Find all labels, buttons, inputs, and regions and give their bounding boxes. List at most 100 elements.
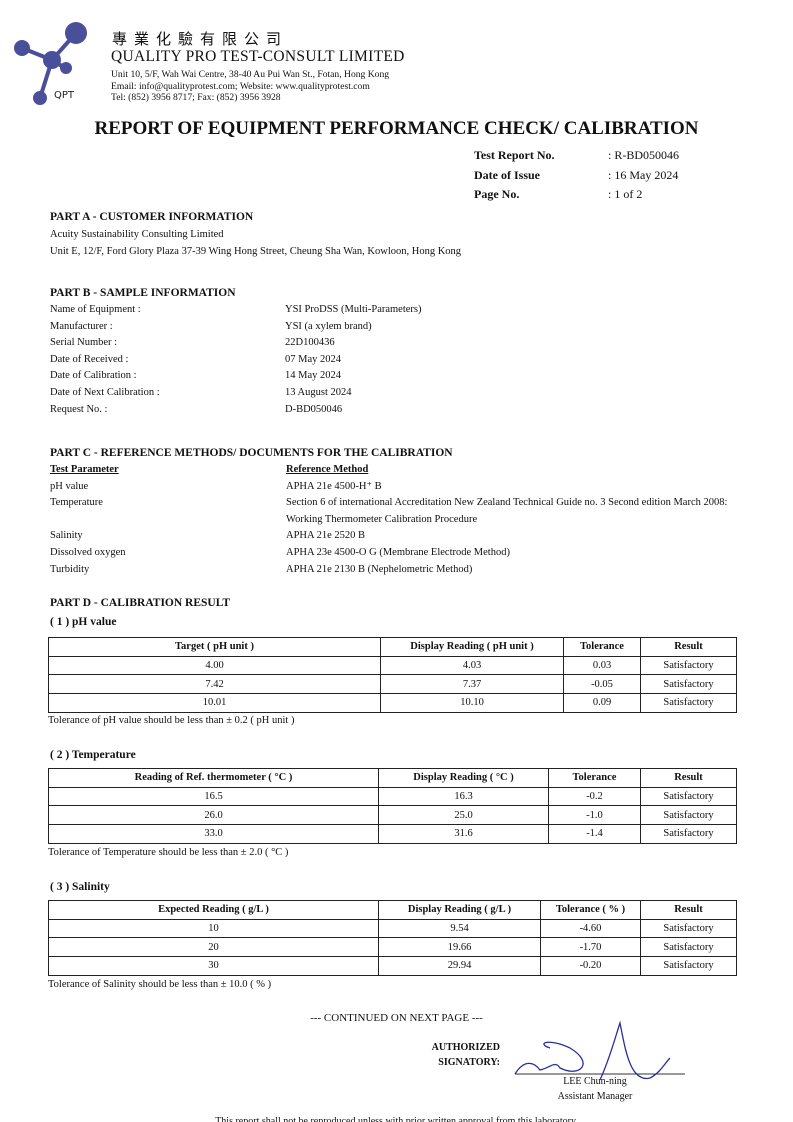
column-header: Expected Reading ( g/L ): [48, 900, 379, 920]
signer-title: Assistant Manager: [557, 1091, 633, 1102]
method-row: Salinity APHA 21e 2520 B: [50, 528, 736, 545]
company-logo: QPT: [14, 22, 87, 105]
table-cell: Satisfactory: [640, 824, 737, 844]
report-number: : R-BD050046: [608, 148, 680, 162]
info-value: 14 May 2024: [285, 370, 341, 382]
table-cell: 30: [48, 956, 379, 976]
disclaimer: This report shall not be reproduced unle…: [215, 1116, 578, 1122]
table-cell: 0.09: [563, 693, 641, 713]
signer-name: LEE Chun-ning: [563, 1076, 627, 1087]
company-contact: Unit 10, 5/F, Wah Wai Centre, 38-40 Au P…: [111, 69, 389, 104]
authorized-signatory-label: AUTHORIZED SIGNATORY:: [420, 1040, 500, 1070]
info-row: Date of Calibration : 14 May 2024: [50, 368, 422, 385]
test-parameter: Salinity: [50, 530, 83, 542]
section-heading: PART D - CALIBRATION RESULT: [50, 597, 231, 609]
reference-method: Section 6 of international Accreditation…: [286, 497, 728, 525]
table-cell: -1.4: [548, 824, 641, 844]
ph-table: Target ( pH unit ) Display Reading ( pH u…: [48, 637, 737, 713]
info-label: Date of Received :: [50, 353, 129, 365]
meta-label: Page No.: [474, 187, 520, 201]
info-label: Request No. :: [50, 403, 108, 415]
column-header: Reading of Ref. thermometer ( °C ): [48, 768, 379, 788]
info-row: Date of Next Calibration : 13 August 2024: [50, 385, 422, 402]
column-header: Reference Method: [286, 464, 369, 475]
company-name: QUALITY PRO TEST-CONSULT LIMITED: [111, 48, 405, 65]
info-label: Date of Next Calibration :: [50, 386, 160, 398]
info-label: Serial Number :: [50, 337, 118, 349]
table-cell: 10.01: [48, 693, 381, 713]
table-cell: 29.94: [378, 956, 541, 976]
section-heading: PART C - REFERENCE METHODS/ DOCUMENTS FO…: [50, 447, 453, 459]
info-value: D-BD050046: [285, 403, 343, 415]
reference-method: APHA 23e 4500-O G (Membrane Electrode Me…: [286, 546, 510, 558]
part-c: PART C - REFERENCE METHODS/ DOCUMENTS FO…: [50, 445, 736, 578]
info-row: Manufacturer : YSI (a xylem brand): [50, 319, 422, 336]
header-row: Reading of Ref. thermometer ( °C ) Displa…: [48, 768, 737, 788]
table-cell: -1.70: [540, 937, 641, 958]
method-row: Turbidity APHA 21e 2130 B (Nephelometric …: [50, 562, 736, 579]
table-cell: -0.20: [540, 956, 641, 976]
method-row: Dissolved oxygen APHA 23e 4500-O G (Membr…: [50, 545, 736, 562]
report-title: REPORT OF EQUIPMENT PERFORMANCE CHECK/ C…: [94, 118, 699, 139]
info-label: Name of Equipment :: [50, 304, 141, 315]
meta-label: Date of Issue: [474, 167, 540, 182]
test-parameter: Turbidity: [50, 563, 90, 575]
table-cell: Satisfactory: [640, 805, 737, 826]
method-row: pH value APHA 21e 4500-H⁺ B: [50, 479, 736, 496]
table-cell: 7.37: [380, 674, 564, 695]
column-header: Result: [640, 900, 737, 920]
table-row: 30 29.94 -0.20 Satisfactory: [48, 956, 737, 976]
reference-method: APHA 21e 4500-H⁺ B: [286, 480, 382, 492]
table-cell: 7.42: [48, 674, 381, 695]
svg-text:QPT: QPT: [54, 90, 75, 101]
column-header: Tolerance ( % ): [540, 900, 641, 920]
table-cell: 10.10: [380, 693, 564, 713]
subsection-title: ( 1 ) pH value: [50, 616, 117, 628]
phone-fax: Tel: (852) 3956 8717; Fax: (852) 3956 39…: [111, 92, 281, 103]
part-a: PART A - CUSTOMER INFORMATION Acuity Sus…: [50, 209, 461, 260]
issue-date: : 16 May 2024: [608, 167, 679, 182]
meta-label: Test Report No.: [474, 148, 555, 162]
info-row: Name of Equipment : YSI ProDSS (Multi-Par…: [50, 302, 422, 319]
info-label: Manufacturer :: [50, 320, 113, 332]
section-heading: PART B - SAMPLE INFORMATION: [50, 287, 236, 299]
table-cell: 20: [48, 937, 379, 958]
test-parameter: Dissolved oxygen: [50, 546, 126, 558]
temperature-table: Reading of Ref. thermometer ( °C ) Displa…: [48, 768, 737, 844]
info-row: Serial Number : 22D100436: [50, 335, 422, 352]
table-row: 10 9.54 -4.60 Satisfactory: [48, 918, 737, 939]
table-cell: 26.0: [48, 805, 379, 826]
table-cell: 4.00: [48, 655, 381, 676]
subsection-title: ( 2 ) Temperature: [50, 749, 136, 761]
signer: LEE Chun-ning Assistant Manager: [540, 1074, 650, 1104]
table-cell: Satisfactory: [640, 956, 737, 976]
table-cell: 9.54: [378, 918, 541, 939]
info-row: Date of Received : 07 May 2024: [50, 352, 422, 369]
table-cell: Satisfactory: [640, 693, 737, 713]
column-header: Tolerance: [548, 768, 641, 788]
table-cell: 0.03: [563, 655, 641, 676]
column-header: Display Reading ( pH unit ): [380, 637, 564, 657]
table-cell: 19.66: [378, 937, 541, 958]
customer-address: Unit E, 12/F, Ford Glory Plaza 37-39 Win…: [50, 246, 462, 257]
info-value: YSI (a xylem brand): [285, 320, 372, 332]
info-row: Request No. : D-BD050046: [50, 402, 422, 419]
table-cell: Satisfactory: [640, 918, 737, 939]
info-label: Date of Calibration :: [50, 370, 137, 382]
method-row: Temperature Section 6 of international Ac…: [50, 495, 736, 528]
label: SIGNATORY:: [438, 1057, 500, 1068]
table-row: 4.00 4.03 0.03 Satisfactory: [48, 655, 737, 676]
table-cell: 31.6: [378, 824, 549, 844]
table-cell: Satisfactory: [640, 674, 737, 695]
table-row: 16.5 16.3 -0.2 Satisfactory: [48, 786, 737, 807]
table-row: 10.01 10.10 0.09 Satisfactory: [48, 693, 737, 713]
header-row: Target ( pH unit ) Display Reading ( pH u…: [48, 637, 737, 657]
table-cell: Satisfactory: [640, 655, 737, 676]
column-header: Tolerance: [563, 637, 641, 657]
table-row: 20 19.66 -1.70 Satisfactory: [48, 937, 737, 958]
tolerance-note: Tolerance of Salinity should be less tha…: [48, 979, 272, 990]
table-cell: 33.0: [48, 824, 379, 844]
part-b: PART B - SAMPLE INFORMATION Name of Equi…: [50, 285, 422, 418]
customer-name: Acuity Sustainability Consulting Limited: [50, 229, 224, 240]
company-chinese-name: 專業化驗有限公司: [112, 32, 289, 48]
